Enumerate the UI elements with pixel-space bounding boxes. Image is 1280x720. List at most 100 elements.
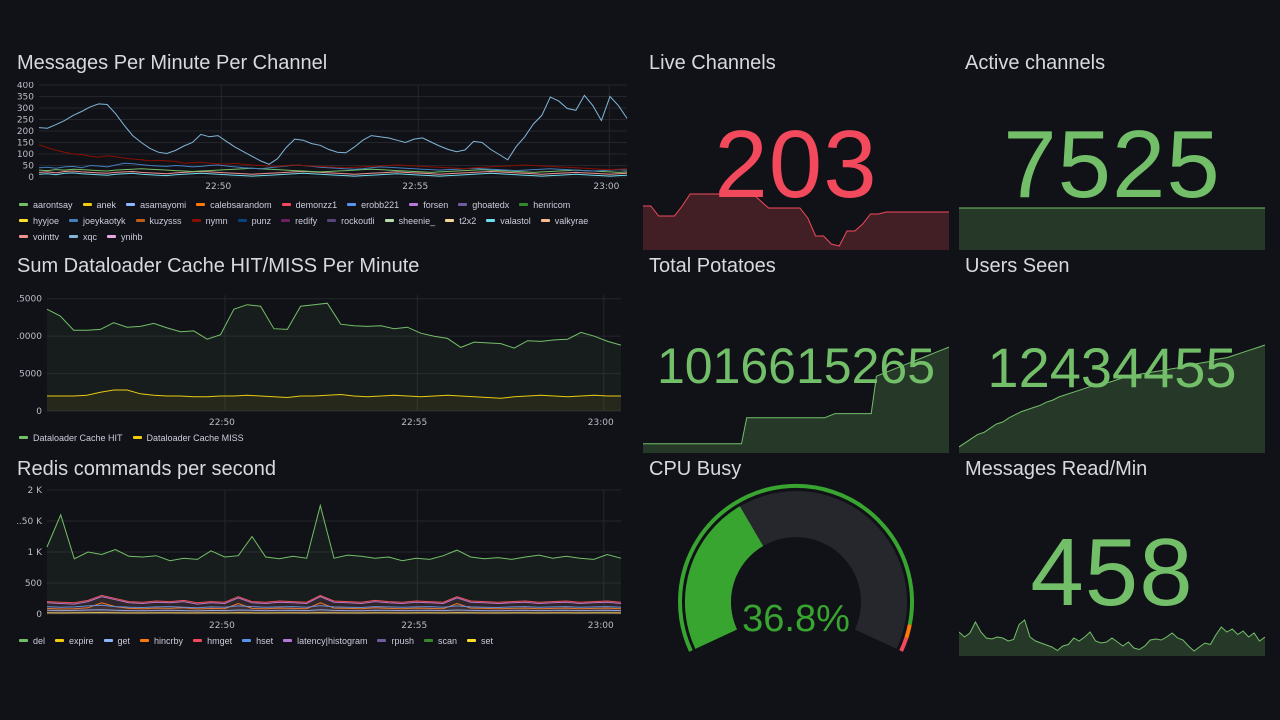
live-channels-value: 203: [714, 111, 878, 218]
series-line-hmget: [46, 594, 622, 604]
legend-item[interactable]: joeykaotyk: [69, 213, 126, 229]
legend-label: sheenie_: [398, 216, 436, 226]
legend-swatch: [55, 639, 65, 643]
legend-label: punz: [251, 216, 272, 226]
legend-swatch: [467, 639, 476, 643]
series-line-latency-histogram: [46, 596, 622, 605]
legend-label: anek: [96, 200, 117, 210]
legend-item[interactable]: t2x2: [445, 213, 476, 229]
legend-item[interactable]: Dataloader Cache HIT: [19, 430, 123, 446]
y-tick-label: 1 K: [28, 548, 44, 558]
x-tick-label: 22:55: [401, 621, 427, 631]
legend-label: hincrby: [154, 636, 184, 646]
legend-label: valkyrae: [554, 216, 589, 226]
legend-item[interactable]: ynihb: [107, 229, 143, 245]
series-line-vointtv: [38, 170, 628, 175]
legend-swatch: [540, 219, 550, 223]
legend-item[interactable]: scan: [423, 633, 457, 649]
legend-item[interactable]: del: [19, 633, 45, 649]
legend-item[interactable]: anek: [82, 197, 117, 213]
legend-item[interactable]: forsen: [409, 197, 448, 213]
y-tick-label: 0: [36, 610, 42, 620]
legend-item[interactable]: sheenie_: [384, 213, 436, 229]
legend-swatch: [69, 219, 79, 223]
legend-item[interactable]: latency|histogram: [283, 633, 367, 649]
legend-item[interactable]: expire: [55, 633, 94, 649]
panel-title: Sum Dataloader Cache HIT/MISS Per Minute: [17, 255, 420, 277]
x-tick-label: 22:50: [209, 418, 235, 428]
legend-item[interactable]: aarontsay: [19, 197, 73, 213]
legend-label: latency|histogram: [297, 636, 368, 646]
legend-label: hmget: [207, 636, 233, 646]
y-tick-label: 200: [17, 127, 34, 137]
legend-item[interactable]: nymn: [191, 213, 228, 229]
redis-area-chart[interactable]: 0 500 1 K 1.50 K 2 K 22:50 22:55 23:00: [17, 486, 629, 636]
legend-swatch: [423, 639, 433, 643]
sparkline-line: [959, 344, 1265, 448]
dataloader-area-chart[interactable]: 0 5000 10000 15000 22:50 22:55 23:00: [17, 287, 629, 437]
series-line-xqc: [38, 94, 628, 165]
legend-swatch: [19, 235, 28, 239]
legend-item[interactable]: demonzz1: [281, 197, 337, 213]
legend-item[interactable]: erobb221: [347, 197, 399, 213]
legend-item[interactable]: rockoutli: [327, 213, 375, 229]
legend-item[interactable]: vointtv: [19, 229, 59, 245]
legend-item[interactable]: henricom: [519, 197, 570, 213]
panel-title: Total Potatoes: [649, 255, 776, 277]
legend-item[interactable]: Dataloader Cache MISS: [132, 430, 244, 446]
gauge-threshold-red: [899, 637, 909, 652]
series-line-del: [46, 503, 622, 562]
legend-item[interactable]: hset: [242, 633, 273, 649]
legend-item[interactable]: get: [103, 633, 130, 649]
legend-item[interactable]: set: [467, 633, 493, 649]
users-seen-value: 12434455: [987, 336, 1237, 399]
series-line-nymn: [38, 144, 628, 171]
legend-label: hyyjoe: [33, 216, 60, 226]
panel-title: CPU Busy: [649, 458, 742, 480]
panel-title: Redis commands per second: [17, 458, 277, 480]
y-tick-label: 400: [17, 82, 34, 91]
legend-item[interactable]: kuzysss: [135, 213, 182, 229]
panel-title: Messages Read/Min: [965, 458, 1148, 480]
legend-item[interactable]: valastol: [486, 213, 531, 229]
y-tick-label: 100: [17, 150, 34, 160]
legend-swatch: [281, 219, 291, 223]
legend-item[interactable]: punz: [237, 213, 272, 229]
gauge-threshold-orange: [904, 624, 912, 639]
panel-title: Users Seen: [965, 255, 1070, 277]
legend-item[interactable]: hmget: [193, 633, 232, 649]
panel-title: Live Channels: [649, 52, 776, 74]
legend-label: redify: [295, 216, 318, 226]
legend-swatch: [103, 639, 113, 643]
legend-swatch: [237, 219, 247, 223]
legend-item[interactable]: xqc: [69, 229, 97, 245]
series-area: [47, 303, 621, 411]
series-area: [47, 505, 621, 614]
series-line-joeykaotyk: [38, 162, 628, 172]
legend-item[interactable]: rpush: [377, 633, 414, 649]
legend-item[interactable]: calebsarandom: [196, 197, 272, 213]
legend-item[interactable]: valkyrae: [540, 213, 589, 229]
series-area: [47, 390, 621, 411]
legend-label: Dataloader Cache MISS: [146, 433, 244, 443]
legend-item[interactable]: asamayomi: [126, 197, 186, 213]
legend-label: vointtv: [33, 232, 60, 242]
redis-commands-panel: Redis commands per second 0 500 1 K 1.50 K 2…: [17, 458, 629, 654]
users-seen-panel: Users Seen 12434455: [959, 255, 1265, 453]
y-tick-label: 50: [23, 162, 35, 172]
panel-title: Messages Per Minute Per Channel: [17, 52, 328, 74]
y-tick-label: 15000: [17, 295, 42, 305]
legend-item[interactable]: hyyjoe: [19, 213, 59, 229]
legend-item[interactable]: ghoatedx: [458, 197, 509, 213]
y-tick-label: 2 K: [28, 486, 44, 496]
gauge-threshold-green: [678, 483, 914, 652]
legend-item[interactable]: redify: [281, 213, 317, 229]
redis-legend: del expire get hincrby hmget hset latency|hist…: [19, 633, 629, 649]
sparkline-area: [643, 347, 949, 453]
live-channels-panel: Live Channels 203: [643, 52, 949, 250]
legend-label: del: [33, 636, 46, 646]
legend-swatch: [281, 203, 291, 207]
legend-label: valastol: [500, 216, 531, 226]
legend-item[interactable]: hincrby: [140, 633, 183, 649]
